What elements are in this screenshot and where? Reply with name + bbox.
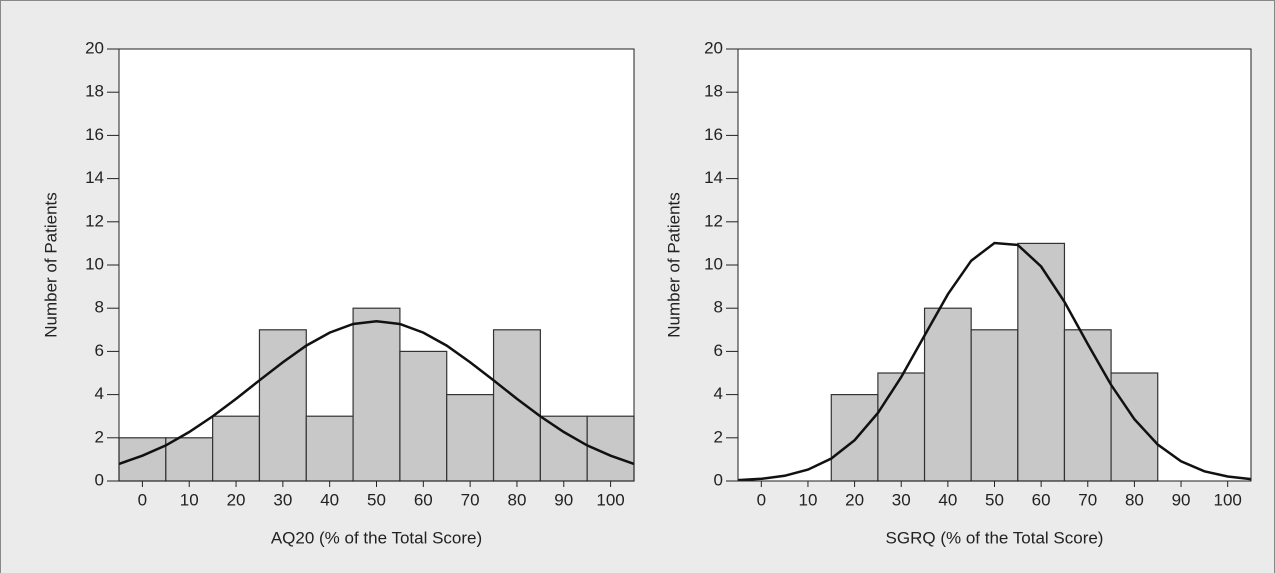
bar [165, 437, 214, 482]
bar [305, 415, 354, 482]
y-tick-label: 18 [704, 82, 723, 101]
y-tick-label: 4 [95, 384, 104, 403]
bar [923, 307, 972, 482]
y-tick-label: 2 [95, 427, 104, 446]
bar [1017, 242, 1066, 482]
normal-curve [737, 241, 1252, 482]
y-tick-label: 20 [85, 38, 104, 57]
y-tick-label: 6 [714, 341, 723, 360]
x-tick-label: 40 [320, 490, 339, 509]
x-tick-label: 60 [414, 490, 433, 509]
y-tick-label: 12 [85, 211, 104, 230]
x-tick-label: 100 [596, 490, 624, 509]
y-axis-title: Number of Patients [664, 192, 683, 338]
bar [258, 329, 307, 482]
x-tick-label: 100 [1213, 490, 1241, 509]
y-tick-label: 0 [95, 470, 104, 489]
bar [1063, 329, 1112, 482]
y-tick-label: 8 [714, 298, 723, 317]
x-tick-label: 90 [1172, 490, 1191, 509]
bar [830, 394, 879, 482]
x-tick-label: 50 [367, 490, 386, 509]
y-tick-label: 0 [714, 470, 723, 489]
bar [118, 437, 167, 482]
y-tick-label: 16 [704, 125, 723, 144]
bar [877, 372, 926, 482]
y-tick-label: 4 [714, 384, 723, 403]
x-tick-label: 30 [892, 490, 911, 509]
y-tick-label: 14 [704, 168, 723, 187]
x-tick-label: 70 [461, 490, 480, 509]
x-axis-title: SGRQ (% of the Total Score) [886, 528, 1104, 547]
x-tick-label: 80 [507, 490, 526, 509]
x-tick-label: 40 [938, 490, 957, 509]
bar [352, 307, 401, 482]
x-tick-label: 0 [138, 490, 147, 509]
x-tick-label: 50 [985, 490, 1004, 509]
x-tick-label: 30 [273, 490, 292, 509]
x-tick-label: 20 [227, 490, 246, 509]
bar [212, 415, 261, 482]
x-tick-label: 80 [1125, 490, 1144, 509]
x-tick-label: 0 [757, 490, 766, 509]
bar [492, 329, 541, 482]
y-tick-label: 18 [85, 82, 104, 101]
bar [1110, 372, 1159, 482]
x-tick-label: 70 [1078, 490, 1097, 509]
y-axis-title: Number of Patients [41, 192, 60, 338]
y-tick-label: 6 [95, 341, 104, 360]
x-tick-label: 20 [845, 490, 864, 509]
normal-curve [118, 319, 635, 466]
y-tick-label: 16 [85, 125, 104, 144]
bar [539, 415, 588, 482]
x-tick-label: 60 [1032, 490, 1051, 509]
x-tick-label: 90 [554, 490, 573, 509]
y-tick-label: 8 [95, 298, 104, 317]
bar [446, 394, 495, 482]
y-tick-label: 10 [85, 254, 104, 273]
bar [970, 329, 1019, 482]
y-tick-label: 2 [714, 427, 723, 446]
bar [399, 350, 448, 482]
x-axis-title: AQ20 (% of the Total Score) [271, 528, 482, 547]
y-tick-label: 20 [704, 38, 723, 57]
x-tick-label: 10 [798, 490, 817, 509]
y-tick-label: 10 [704, 254, 723, 273]
y-tick-label: 14 [85, 168, 104, 187]
y-tick-label: 12 [704, 211, 723, 230]
x-tick-label: 10 [180, 490, 199, 509]
